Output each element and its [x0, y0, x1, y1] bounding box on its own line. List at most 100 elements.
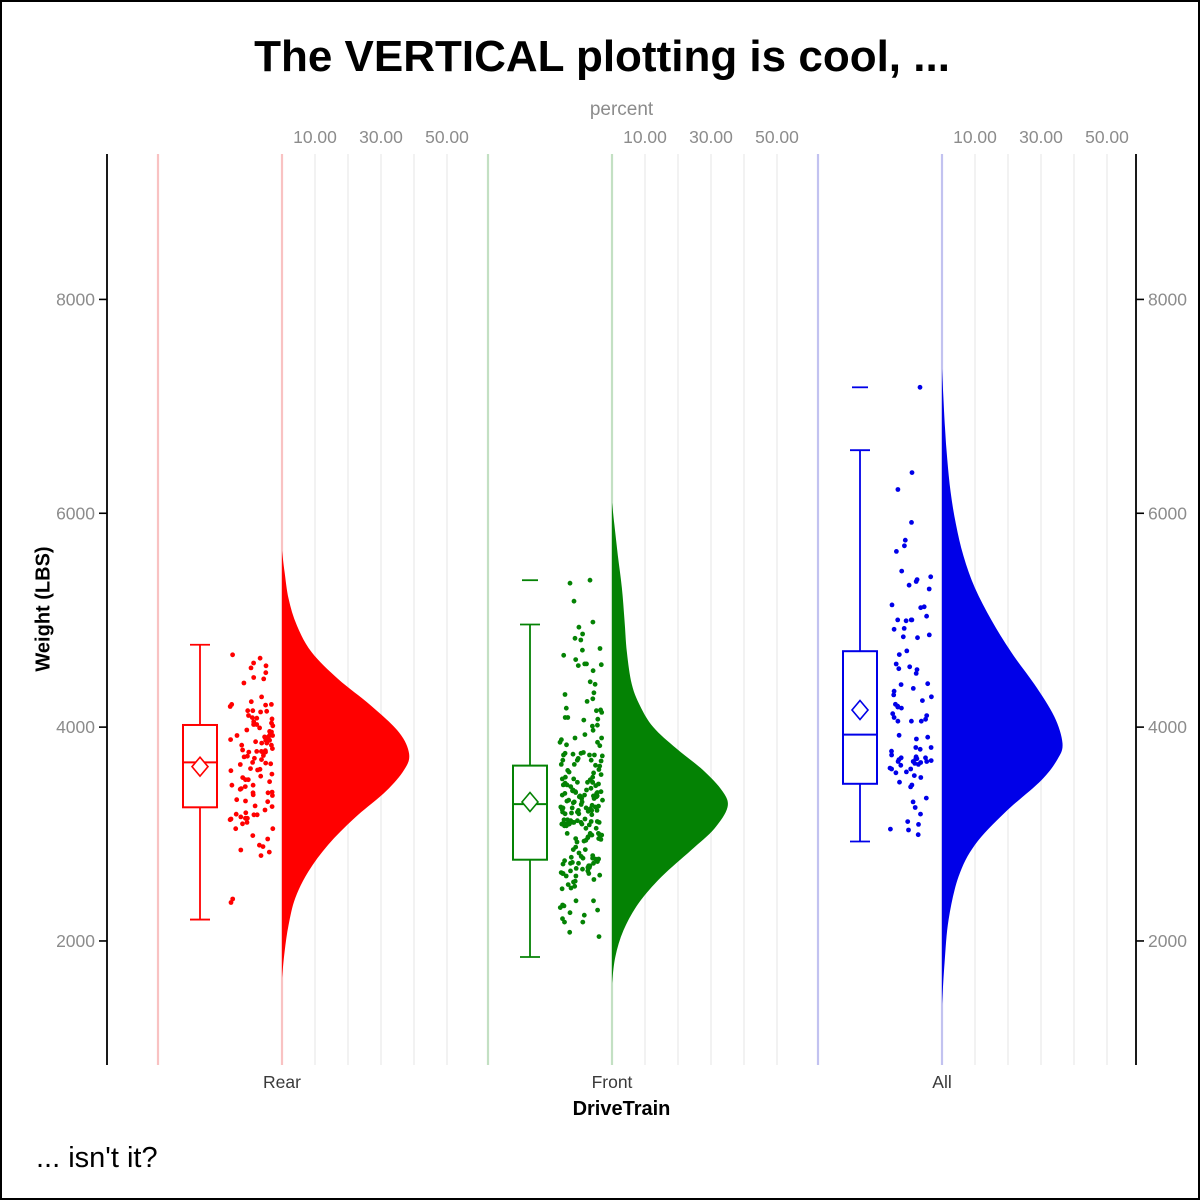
jitter-point-front: [561, 652, 567, 658]
jitter-point-rear: [263, 663, 269, 669]
jitter-point-front: [596, 831, 601, 836]
jitter-point-front: [587, 752, 592, 758]
jitter-point-all: [896, 666, 902, 672]
jitter-point-all: [908, 766, 914, 772]
jitter-point-front: [600, 797, 605, 803]
jitter-point-front: [569, 805, 575, 811]
jitter-point-front: [598, 772, 604, 777]
jitter-point-front: [575, 809, 580, 815]
jitter-point-front: [560, 861, 566, 867]
jitter-point-rear: [259, 694, 264, 700]
jitter-point-front: [590, 723, 595, 729]
jitter-point-front: [583, 837, 589, 843]
jitter-point-front: [570, 787, 576, 793]
jitter-point-front: [598, 758, 604, 764]
percent-tick-label: 50.00: [1085, 127, 1129, 147]
jitter-point-rear: [257, 842, 262, 848]
jitter-point-rear: [265, 836, 271, 842]
jitter-point-rear: [249, 715, 255, 720]
jitter-point-front: [561, 903, 567, 909]
jitter-point-front: [561, 752, 566, 758]
figure-title: The VERTICAL plotting is cool, ...: [254, 32, 950, 81]
jitter-point-front: [562, 919, 567, 925]
jitter-point-all: [929, 694, 934, 700]
jitter-point-front: [571, 598, 577, 604]
jitter-point-rear: [257, 725, 262, 731]
jitter-point-rear: [230, 652, 236, 658]
jitter-point-rear: [228, 900, 234, 905]
jitter-point-front: [591, 796, 597, 801]
jitter-point-front: [590, 779, 596, 785]
jitter-point-rear: [254, 715, 260, 721]
percent-tick-label: 50.00: [425, 127, 469, 147]
jitter-point-front: [598, 662, 604, 668]
jitter-point-rear: [253, 739, 258, 745]
jitter-point-front: [564, 782, 570, 788]
jitter-point-rear: [240, 747, 246, 753]
jitter-point-rear: [270, 793, 275, 798]
jitter-point-all: [917, 384, 923, 390]
jitter-point-front: [564, 798, 570, 804]
y-tick-label-left: 6000: [56, 503, 95, 523]
jitter-point-all: [899, 568, 905, 574]
jitter-point-rear: [243, 810, 249, 816]
jitter-point-all: [891, 626, 897, 632]
jitter-point-front: [582, 732, 588, 737]
jitter-point-rear: [250, 792, 256, 798]
jitter-point-all: [917, 746, 923, 752]
jitter-point-front: [581, 912, 587, 918]
jitter-point-front: [559, 821, 565, 827]
y-tick-label-right: 2000: [1148, 931, 1187, 951]
jitter-point-front: [578, 820, 584, 825]
jitter-point-front: [592, 681, 598, 687]
jitter-point-rear: [250, 782, 256, 788]
jitter-point-all: [889, 752, 894, 758]
jitter-point-front: [575, 756, 581, 761]
jitter-point-all: [928, 745, 934, 750]
jitter-point-front: [596, 934, 602, 939]
jitter-point-all: [921, 604, 927, 610]
jitter-point-front: [585, 779, 590, 785]
jitter-point-front: [560, 782, 566, 788]
jitter-point-front: [594, 791, 599, 796]
jitter-point-all: [898, 762, 904, 768]
jitter-point-all: [889, 602, 895, 608]
jitter-point-front: [588, 757, 594, 763]
jitter-point-front: [572, 883, 578, 889]
jitter-point-front: [599, 735, 604, 741]
violin-rear: [282, 550, 410, 979]
percent-tick-label: 30.00: [689, 127, 733, 147]
jitter-point-all: [906, 827, 911, 833]
jitter-point-front: [590, 668, 596, 674]
jitter-point-front: [589, 812, 595, 818]
jitter-point-all: [888, 826, 893, 832]
jitter-point-front: [585, 834, 591, 840]
jitter-point-front: [570, 847, 576, 852]
jitter-point-rear: [269, 716, 275, 722]
jitter-point-all: [898, 682, 904, 687]
jitter-point-rear: [254, 812, 260, 818]
jitter-point-rear: [254, 722, 260, 727]
jitter-point-rear: [227, 704, 233, 709]
jitter-point-front: [598, 789, 604, 795]
jitter-point-rear: [265, 799, 271, 805]
jitter-point-all: [925, 734, 931, 740]
jitter-point-rear: [246, 713, 251, 718]
jitter-point-rear: [248, 766, 253, 771]
jitter-point-front: [572, 635, 578, 641]
jitter-point-front: [589, 808, 595, 813]
jitter-point-front: [570, 860, 575, 865]
jitter-point-all: [913, 579, 919, 584]
jitter-point-all: [903, 618, 909, 624]
jitter-point-all: [923, 795, 929, 801]
jitter-point-rear: [252, 755, 257, 761]
jitter-point-all: [909, 470, 915, 475]
jitter-point-all: [913, 745, 919, 750]
jitter-point-rear: [228, 768, 234, 774]
jitter-point-front: [582, 792, 587, 798]
jitter-point-all: [891, 715, 897, 720]
jitter-point-front: [582, 816, 588, 822]
jitter-point-front: [599, 710, 605, 715]
jitter-point-rear: [254, 749, 260, 754]
